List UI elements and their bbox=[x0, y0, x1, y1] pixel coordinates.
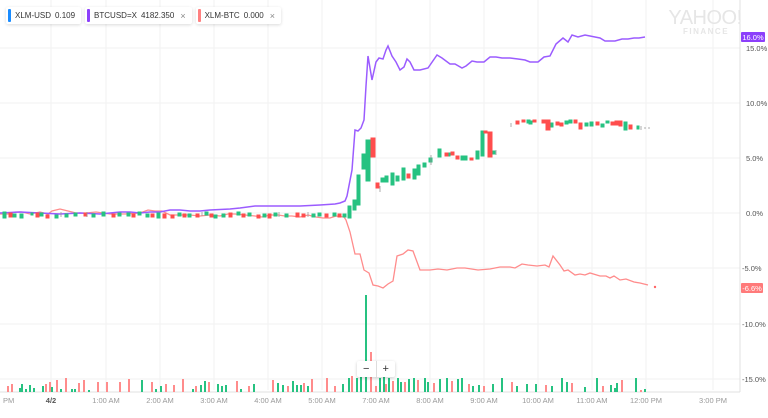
legend-symbol: BTCUSD=X bbox=[94, 11, 137, 20]
svg-text:3:00 AM: 3:00 AM bbox=[200, 396, 228, 405]
series-line-btcusd bbox=[0, 34, 646, 215]
svg-text:10:00 AM: 10:00 AM bbox=[522, 396, 554, 405]
svg-text:1:00 AM: 1:00 AM bbox=[92, 396, 120, 405]
last-value-badge-xlm-btc: -6.6% bbox=[741, 283, 763, 293]
x-axis-labels: PM 4/2 1:00 AM 2:00 AM 3:00 AM 4:00 AM 5… bbox=[3, 396, 727, 405]
chart-legend: XLM-USD 0.109 BTCUSD=X 4182.350 × XLM-BT… bbox=[6, 7, 282, 24]
svg-text:2:00 AM: 2:00 AM bbox=[146, 396, 174, 405]
legend-symbol: XLM-USD bbox=[15, 11, 52, 20]
zoom-out-button[interactable]: − bbox=[363, 363, 370, 375]
zoom-controls: − + bbox=[357, 361, 395, 377]
grid bbox=[0, 0, 740, 390]
last-value-badge-btcusd: 16.0% bbox=[741, 32, 765, 42]
svg-text:-15.0%: -15.0% bbox=[742, 375, 766, 384]
legend-value: 0.109 bbox=[55, 11, 76, 20]
legend-chip-xlm-usd[interactable]: XLM-USD 0.109 bbox=[6, 7, 82, 24]
legend-chip-xlm-btc[interactable]: XLM-BTC 0.000 × bbox=[195, 7, 282, 24]
series-color-swatch bbox=[87, 9, 91, 22]
volume-bars bbox=[7, 295, 646, 392]
svg-text:4/2: 4/2 bbox=[46, 396, 56, 405]
candlestick-series-xlm-usd bbox=[2, 119, 650, 219]
svg-text:5.0%: 5.0% bbox=[746, 154, 763, 163]
zoom-in-button[interactable]: + bbox=[375, 361, 396, 377]
svg-text:PM: PM bbox=[3, 396, 14, 405]
svg-text:8:00 AM: 8:00 AM bbox=[416, 396, 444, 405]
svg-text:10.0%: 10.0% bbox=[746, 99, 768, 108]
series-color-swatch bbox=[197, 9, 201, 22]
svg-text:-5.0%: -5.0% bbox=[742, 264, 762, 273]
svg-text:-10.0%: -10.0% bbox=[742, 320, 766, 329]
svg-text:FINANCE: FINANCE bbox=[683, 27, 729, 36]
close-icon[interactable]: × bbox=[269, 10, 276, 21]
legend-value: 0.000 bbox=[243, 11, 264, 20]
svg-text:15.0%: 15.0% bbox=[746, 44, 768, 53]
svg-text:9:00 AM: 9:00 AM bbox=[470, 396, 498, 405]
series-line-xlm-btc bbox=[0, 208, 649, 289]
svg-text:12:00 PM: 12:00 PM bbox=[630, 396, 662, 405]
series-color-swatch bbox=[8, 9, 11, 22]
legend-symbol: XLM-BTC bbox=[204, 11, 240, 20]
svg-text:16.0%: 16.0% bbox=[742, 33, 764, 42]
svg-text:4:00 AM: 4:00 AM bbox=[254, 396, 282, 405]
legend-value: 4182.350 bbox=[140, 11, 175, 20]
legend-chip-btcusd[interactable]: BTCUSD=X 4182.350 × bbox=[85, 7, 192, 24]
close-icon[interactable]: × bbox=[180, 10, 186, 21]
svg-text:7:00 AM: 7:00 AM bbox=[362, 396, 390, 405]
svg-text:11:00 AM: 11:00 AM bbox=[576, 396, 607, 405]
svg-text:5:00 AM: 5:00 AM bbox=[308, 396, 336, 405]
yahoo-finance-watermark: YAHOO! FINANCE bbox=[668, 7, 742, 36]
svg-text:-6.6%: -6.6% bbox=[742, 284, 762, 293]
svg-text:YAHOO!: YAHOO! bbox=[668, 7, 741, 29]
series-last-point bbox=[653, 285, 657, 289]
svg-text:0.0%: 0.0% bbox=[746, 209, 763, 218]
y-axis-labels: 15.0% 10.0% 5.0% 0.0% -5.0% -10.0% -15.0… bbox=[742, 44, 768, 384]
svg-text:3:00 PM: 3:00 PM bbox=[699, 396, 727, 405]
